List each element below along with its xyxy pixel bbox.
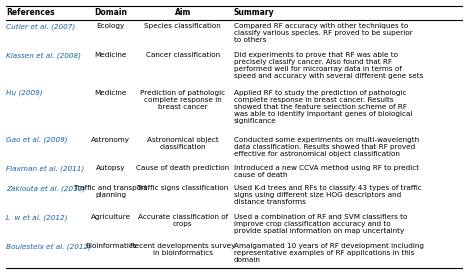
Text: Species classification: Species classification	[144, 23, 221, 29]
Text: L  w et al. (2012): L w et al. (2012)	[6, 214, 67, 221]
Text: Cancer classification: Cancer classification	[146, 52, 220, 58]
Text: Cause of death prediction: Cause of death prediction	[136, 165, 229, 171]
Text: Domain: Domain	[94, 8, 127, 17]
Text: Accurate classification of
crops: Accurate classification of crops	[137, 214, 228, 227]
Text: Klassen et al. (2008): Klassen et al. (2008)	[6, 52, 81, 58]
Text: Recent developments survey
in bioinformatics: Recent developments survey in bioinforma…	[130, 243, 236, 256]
Text: Bioinformatics: Bioinformatics	[85, 243, 137, 249]
Text: Zaklouta et al. (2011): Zaklouta et al. (2011)	[6, 185, 85, 192]
Text: Conducted some experiments on multi-wavelength
data classification. Results show: Conducted some experiments on multi-wave…	[234, 136, 419, 156]
Text: Traffic and transport
planning: Traffic and transport planning	[74, 185, 147, 198]
Text: Gao et al. (2009): Gao et al. (2009)	[6, 136, 68, 143]
Text: Astronomical object
classification: Astronomical object classification	[147, 136, 219, 150]
Text: Introduced a new CCVA method using RF to predict
cause of death: Introduced a new CCVA method using RF to…	[234, 165, 419, 179]
Text: Summary: Summary	[234, 8, 274, 17]
Text: Amalgamated 10 years of RF development including
representative examples of RF a: Amalgamated 10 years of RF development i…	[234, 243, 424, 263]
Text: Used K-d trees and RFs to classify 43 types of traffic
signs using different siz: Used K-d trees and RFs to classify 43 ty…	[234, 185, 422, 205]
Text: Did experiments to prove that RF was able to
precisely classify cancer. Also fou: Did experiments to prove that RF was abl…	[234, 52, 423, 79]
Text: Hu (2009): Hu (2009)	[6, 90, 43, 96]
Text: Medicine: Medicine	[94, 90, 127, 96]
Text: Agriculture: Agriculture	[91, 214, 131, 220]
Text: Compared RF accuracy with other techniques to
classify various species. RF prove: Compared RF accuracy with other techniqu…	[234, 23, 412, 43]
Text: Flaxman et al. (2011): Flaxman et al. (2011)	[6, 165, 84, 172]
Text: Medicine: Medicine	[94, 52, 127, 58]
Text: References: References	[6, 8, 55, 17]
Text: Aim: Aim	[174, 8, 191, 17]
Text: Traffic signs classification: Traffic signs classification	[137, 185, 228, 191]
Text: Ecology: Ecology	[97, 23, 125, 29]
Text: Cutler et al. (2007): Cutler et al. (2007)	[6, 23, 75, 29]
Text: Autopsy: Autopsy	[96, 165, 126, 171]
Text: Prediction of pathologic
complete response in
breast cancer: Prediction of pathologic complete respon…	[140, 90, 225, 110]
Text: Used a combination of RF and SVM classifiers to
improve crop classification accu: Used a combination of RF and SVM classif…	[234, 214, 407, 234]
Text: Applied RF to study the prediction of pathologic
complete response in breast can: Applied RF to study the prediction of pa…	[234, 90, 412, 124]
Text: Boulesteix et al. (2012): Boulesteix et al. (2012)	[6, 243, 91, 250]
Text: Astronomy: Astronomy	[91, 136, 130, 143]
